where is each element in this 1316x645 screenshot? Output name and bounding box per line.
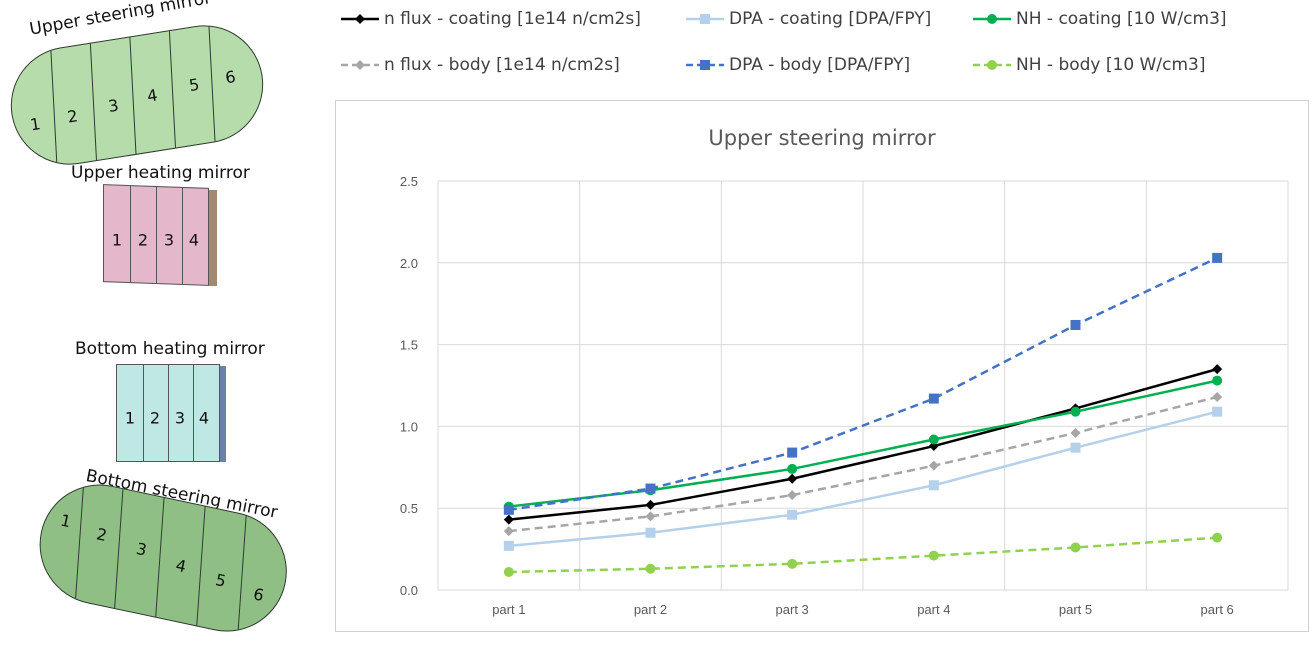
legend-label: DPA - coating [DPA/FPY] <box>729 9 932 29</box>
data-point <box>787 473 798 484</box>
data-point <box>645 527 656 538</box>
legend-label: NH - coating [10 W/cm3] <box>1016 9 1227 29</box>
line-chart: Upper steering mirror 0.0 0.5 1.0 1.5 2.0 2.5… <box>335 100 1309 632</box>
data-point <box>645 511 656 522</box>
data-point <box>1070 319 1081 330</box>
legend-swatch <box>341 14 379 24</box>
data-point <box>1212 252 1223 263</box>
data-point <box>928 550 939 561</box>
data-point <box>787 447 798 458</box>
data-point <box>1212 391 1223 402</box>
data-point <box>928 434 939 445</box>
upper-steering-mirror-shape: 1 2 3 4 5 6 <box>2 16 272 174</box>
legend-swatch <box>686 60 724 70</box>
data-point <box>928 393 939 404</box>
upper-heating-part-label: 2 <box>137 230 149 250</box>
x-tick-label: part 5 <box>1059 602 1092 617</box>
series-line <box>508 395 1218 533</box>
upper-heating-part-label: 1 <box>111 230 123 250</box>
legend-label: DPA - body [DPA/FPY] <box>729 55 911 75</box>
data-point <box>787 490 798 501</box>
upper-heating-mirror-title: Upper heating mirror <box>71 163 250 183</box>
data-point <box>645 499 656 510</box>
data-point <box>503 504 514 515</box>
bottom-heating-part-label: 4 <box>198 408 210 428</box>
legend-swatch <box>973 60 1011 70</box>
legend-swatch <box>341 60 379 70</box>
data-point <box>1212 375 1223 386</box>
legend-label: n flux - body [1e14 n/cm2s] <box>384 55 620 75</box>
data-point <box>1212 364 1223 375</box>
legend-entry: n flux - body [1e14 n/cm2s] <box>340 52 620 78</box>
legend-marker <box>987 60 997 70</box>
legend-entry: NH - body [10 W/cm3] <box>972 52 1205 78</box>
data-point <box>1070 542 1081 553</box>
data-point <box>1070 442 1081 453</box>
data-point <box>503 526 514 537</box>
chart-plot-area: 0.0 0.5 1.0 1.5 2.0 2.5 part 1 part 2 part 3 part… <box>400 174 1289 617</box>
chart-legend: n flux - coating [1e14 n/cm2s] DPA - coat… <box>340 0 1316 95</box>
y-tick-label: 1.0 <box>400 419 418 434</box>
x-tick-label: part 6 <box>1201 602 1234 617</box>
x-tick-label: part 1 <box>492 602 525 617</box>
chart-title: Upper steering mirror <box>708 126 936 150</box>
legend-marker <box>700 60 710 70</box>
bottom-heating-mirror-title: Bottom heating mirror <box>75 339 265 359</box>
y-tick-label: 1.5 <box>400 338 418 353</box>
legend-marker <box>355 60 365 70</box>
data-point <box>787 509 798 520</box>
y-tick-label: 0.0 <box>400 583 418 598</box>
bottom-heating-part-label: 1 <box>124 408 136 428</box>
legend-swatch <box>686 14 724 24</box>
x-tick-label: part 2 <box>634 602 667 617</box>
x-tick-label: part 3 <box>776 602 809 617</box>
legend-swatch <box>973 14 1011 24</box>
data-point <box>503 540 514 551</box>
series-line <box>508 410 1218 548</box>
y-tick-label: 2.0 <box>400 256 418 271</box>
data-point <box>503 567 514 578</box>
data-point <box>787 463 798 474</box>
data-point <box>1212 406 1223 417</box>
legend-marker <box>987 14 997 24</box>
legend-label: n flux - coating [1e14 n/cm2s] <box>384 9 641 29</box>
bottom-heating-mirror-shape: 1 2 3 4 <box>116 364 228 464</box>
series-line <box>508 536 1218 574</box>
y-tick-label: 2.5 <box>400 174 418 189</box>
upper-heating-part-label: 4 <box>188 230 200 250</box>
legend-marker <box>355 14 365 24</box>
y-tick-label: 0.5 <box>400 501 418 516</box>
legend-entry: DPA - coating [DPA/FPY] <box>685 6 931 32</box>
bottom-heating-part-label: 3 <box>174 408 186 428</box>
series-line <box>508 256 1218 512</box>
data-point <box>1070 406 1081 417</box>
legend-entry: n flux - coating [1e14 n/cm2s] <box>340 6 641 32</box>
data-point <box>928 480 939 491</box>
legend-label: NH - body [10 W/cm3] <box>1016 55 1206 75</box>
legend-entry: DPA - body [DPA/FPY] <box>685 52 910 78</box>
legend-marker <box>700 14 710 24</box>
upper-heating-mirror-shape: 1 2 3 4 <box>103 184 218 286</box>
data-point <box>928 460 939 471</box>
bottom-heating-part-label: 2 <box>149 408 161 428</box>
data-point <box>1212 532 1223 543</box>
series-line <box>508 367 1218 521</box>
legend-entry: NH - coating [10 W/cm3] <box>972 6 1227 32</box>
upper-heating-part-label: 3 <box>163 230 175 250</box>
x-tick-label: part 4 <box>917 602 950 617</box>
data-point <box>645 563 656 574</box>
data-point <box>787 558 798 569</box>
mirror-diagrams: Upper steering mirror 1 2 3 4 5 6 Upper … <box>0 0 320 643</box>
data-point <box>503 514 514 525</box>
data-point <box>1070 427 1081 438</box>
data-point <box>645 483 656 494</box>
